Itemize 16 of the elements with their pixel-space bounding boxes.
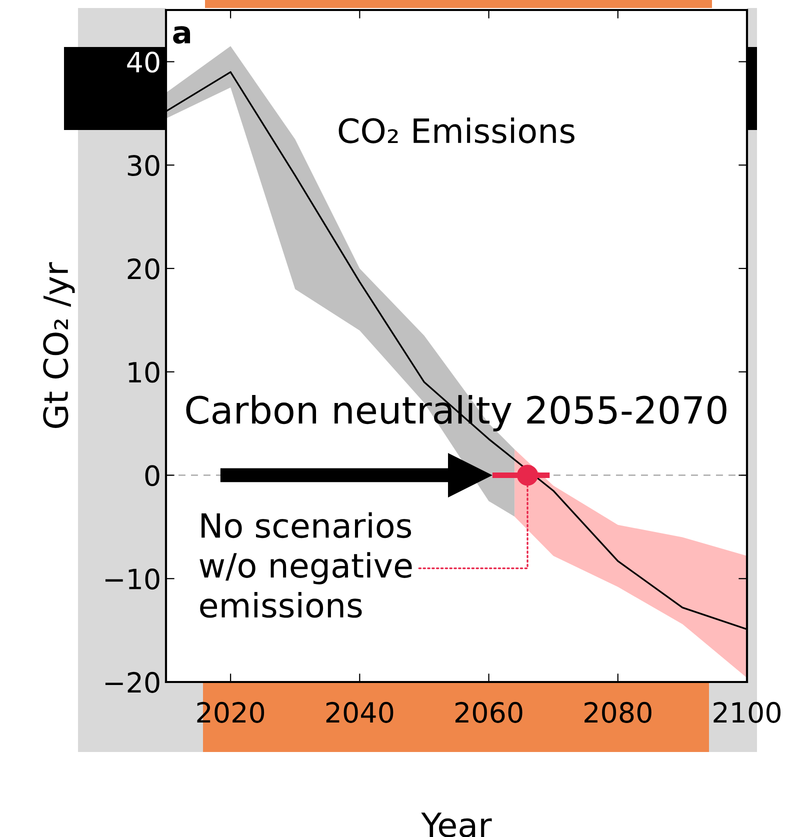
x-tick-label: 2040 (326, 702, 394, 723)
y-tick-label: −20 (105, 672, 160, 693)
y-axis-title: Gt CO₂ /yr (43, 262, 75, 428)
y-tick-label: 10 (128, 362, 160, 383)
x-tick-label: 2060 (455, 702, 522, 723)
y-tick-label: 30 (128, 155, 160, 176)
annotation: No scenarios w/o negative emissions (200, 512, 412, 618)
annotation: a (173, 26, 190, 44)
y-tick-label: 20 (128, 258, 160, 280)
x-tick-label: 2100 (714, 702, 780, 723)
y-tick-label: 0 (145, 465, 160, 486)
y-tick-label: −10 (105, 568, 160, 590)
x-axis-title: Year (421, 812, 492, 837)
y-tick-label: 40 (127, 52, 160, 73)
x-tick-label: 2080 (584, 702, 652, 723)
annotation: CO₂ Emissions (338, 118, 574, 144)
